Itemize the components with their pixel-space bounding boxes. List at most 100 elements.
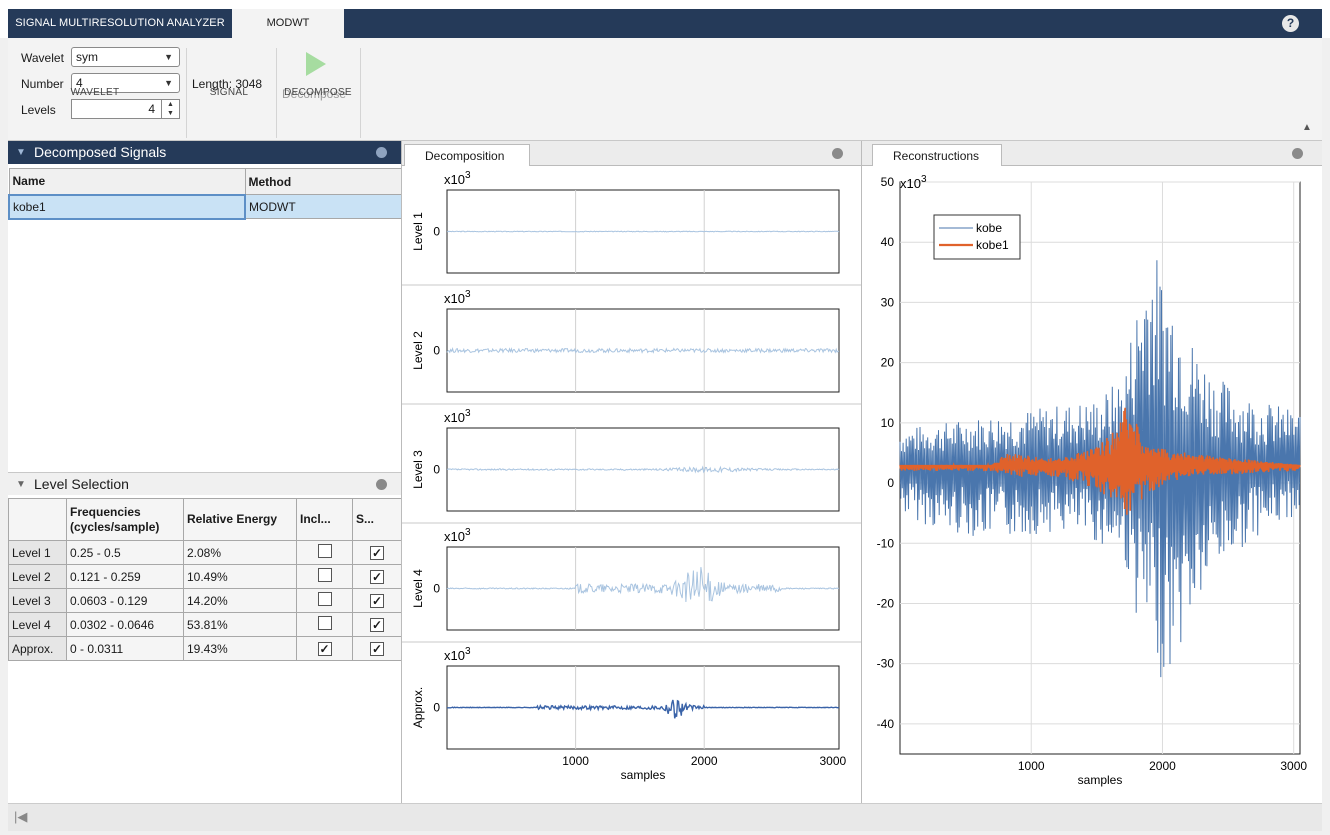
collapse-toolstrip-icon[interactable]: ▲ [1302,122,1312,133]
panel-options-icon[interactable] [376,147,387,158]
include-cell [296,540,353,565]
y-multiplier: x103 [444,170,471,187]
signal-name-cell[interactable]: kobe1 [8,193,246,220]
legend-box [933,214,1021,260]
include-checkbox[interactable] [317,616,332,630]
frequency-cell: 0.0302 - 0.0646 [66,612,184,637]
y-tick-label: 0 [887,476,894,490]
show-checkbox[interactable]: ✓ [370,545,384,560]
energy-cell: 53.81% [183,612,297,637]
table-row[interactable]: Level 2 0.121 - 0.259 10.49% ✓ [8,564,402,589]
column-header-include[interactable]: Incl... [296,498,353,541]
collapse-triangle-icon[interactable]: ▼ [16,147,26,158]
decompose-button[interactable]: Decompose [282,87,347,101]
help-icon[interactable]: ? [1282,15,1299,32]
column-header-relative-energy[interactable]: Relative Energy [183,498,297,541]
decomposed-signals-header: ▼ Decomposed Signals [8,141,401,164]
show-checkbox[interactable]: ✓ [370,569,384,584]
y-multiplier: x103 [900,174,927,191]
include-checkbox[interactable]: ✓ [317,641,332,656]
signal-trace [446,465,840,474]
status-bar [401,803,1322,831]
x-tick-label: 1000 [1018,759,1045,773]
levels-stepper[interactable]: 4 ▲ ▼ [71,99,180,119]
tab-modwt[interactable]: MODWT [232,9,344,38]
include-checkbox[interactable] [317,592,332,606]
level-name-cell: Level 1 [8,540,67,565]
y-tick-label: 20 [881,356,895,370]
y-multiplier: x103 [444,527,471,544]
include-cell: ✓ [296,636,353,661]
number-dropdown[interactable]: 4 ▼ [71,73,180,93]
table-row[interactable]: Level 3 0.0603 - 0.129 14.20% ✓ [8,588,402,613]
stepper-arrows-icon[interactable]: ▲ ▼ [161,100,179,118]
frequency-cell: 0.0603 - 0.129 [66,588,184,613]
frequency-cell: 0.25 - 0.5 [66,540,184,565]
series-line-kobe1 [899,407,1301,515]
energy-cell: 19.43% [183,636,297,661]
legend-label: kobe1 [976,238,1009,252]
table-row[interactable]: Level 4 0.0302 - 0.0646 53.81% ✓ [8,612,402,637]
level-name-cell: Level 3 [8,588,67,613]
y-axis-label: Level 1 [411,212,425,251]
play-icon [306,52,326,76]
collapse-left-icon[interactable]: |◀ [14,809,28,824]
show-checkbox[interactable]: ✓ [370,593,384,608]
y-multiplier: x103 [444,646,471,663]
decomposition-tab-label: Decomposition [425,149,505,163]
section-decompose: DECOMPOSE [284,87,352,98]
y-tick-label: -10 [877,536,895,550]
wavelet-value: sym [76,50,98,64]
panel-options-icon[interactable] [832,148,843,159]
table-row[interactable]: kobe1 MODWT [8,193,403,220]
level-selection-title: Level Selection [34,476,129,492]
show-cell: ✓ [352,540,402,565]
column-header-frequencies[interactable]: Frequencies (cycles/sample) [66,498,184,541]
include-cell [296,588,353,613]
level-name-cell: Level 2 [8,564,67,589]
table-row[interactable]: Approx. 0 - 0.0311 19.43% ✓ ✓ [8,636,402,661]
tab-reconstructions[interactable]: Reconstructions [872,144,1002,166]
y-tick-label: -30 [877,657,895,671]
reconstructions-tab-label: Reconstructions [893,149,980,163]
signal-trace [446,567,840,603]
reconstructions-chart: -40 -30 -20 -10 0 10 20 30 40 50 1000 2000 3000 sampl… [877,174,1308,787]
energy-cell: 10.49% [183,564,297,589]
y-multiplier-exponent: 3 [465,289,471,300]
y-tick-label: 0 [433,701,440,715]
x-tick-label: 1000 [562,754,589,768]
y-tick-label: 0 [433,582,440,596]
x-axis-label: samples [1078,773,1123,787]
include-checkbox[interactable] [317,568,332,582]
toolstrip [8,38,1322,141]
signal-method-cell[interactable]: MODWT [244,194,403,219]
collapse-triangle-icon[interactable]: ▼ [16,479,26,490]
table-row[interactable]: Level 1 0.25 - 0.5 2.08% ✓ [8,540,402,565]
column-header-name[interactable]: Name [8,168,246,195]
levels-label: Levels [21,103,56,117]
x-tick-label: 3000 [819,754,846,768]
tab-signal-multiresolution-analyzer[interactable]: SIGNAL MULTIRESOLUTION ANALYZER [8,9,232,38]
include-checkbox[interactable] [317,544,332,558]
chevron-down-icon: ▼ [164,52,173,62]
y-multiplier-exponent: 3 [921,174,927,185]
chevron-down-icon: ▼ [164,78,173,88]
y-tick-label: 50 [881,175,895,189]
panel-options-icon[interactable] [1292,148,1303,159]
y-axis-label: Level 3 [411,450,425,489]
section-signal: SIGNAL [209,87,249,98]
y-multiplier-exponent: 3 [465,527,471,538]
show-checkbox[interactable]: ✓ [370,617,384,632]
y-multiplier-exponent: 3 [465,408,471,419]
y-tick-label: -40 [877,717,895,731]
wavelet-dropdown[interactable]: sym ▼ [71,47,180,67]
frequency-cell: 0 - 0.0311 [66,636,184,661]
show-checkbox[interactable]: ✓ [370,641,384,656]
tab-decomposition[interactable]: Decomposition [404,144,530,166]
divider [276,48,277,138]
x-tick-label: 3000 [1280,759,1307,773]
column-header-method[interactable]: Method [244,168,403,195]
energy-cell: 2.08% [183,540,297,565]
column-header-show[interactable]: S... [352,498,402,541]
panel-options-icon[interactable] [376,479,387,490]
